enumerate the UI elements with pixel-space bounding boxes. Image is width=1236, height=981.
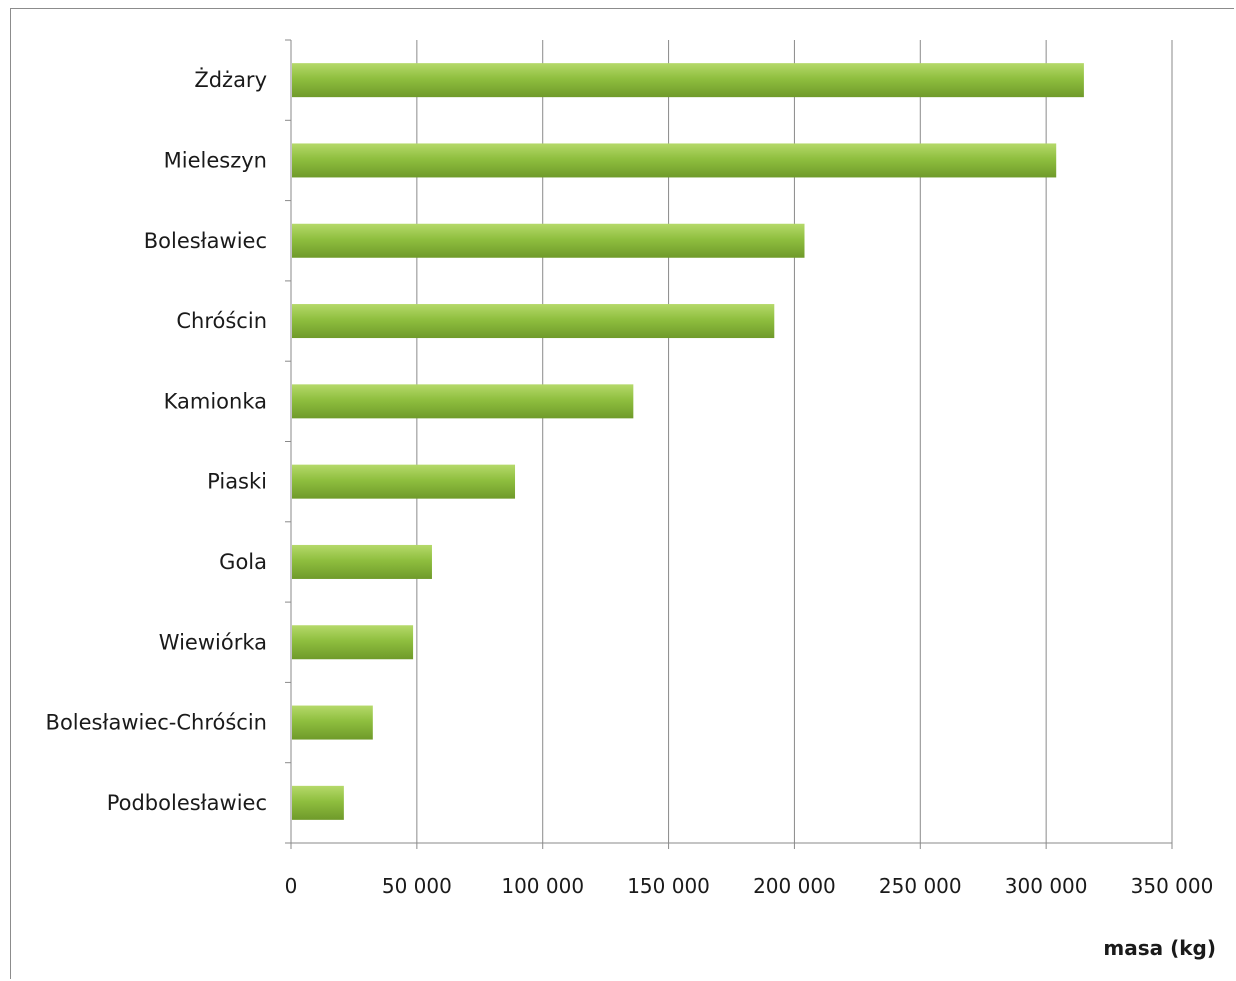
category-label: Gola: [219, 550, 267, 574]
bar: [292, 63, 1084, 98]
bar: [292, 544, 432, 579]
category-label: Podbolesławiec: [107, 791, 267, 815]
bar: [292, 384, 634, 419]
x-tick-labels: 0 50 000 100 000 150 000 200 000 250 000 300 0…: [285, 874, 1214, 898]
bar: [292, 223, 805, 258]
category-label: Kamionka: [164, 389, 267, 413]
category-label: Piaski: [207, 470, 267, 494]
x-axis-title: masa (kg): [1103, 936, 1216, 960]
category-labels: Żdżary Mieleszyn Bolesławiec Chróścin Kamion…: [46, 67, 267, 815]
x-tick-label: 300 000: [1005, 874, 1088, 898]
x-tick-label: 200 000: [753, 874, 836, 898]
x-tick-label: 350 000: [1131, 874, 1214, 898]
category-label: Bolesławiec-Chróścin: [46, 711, 267, 735]
category-label: Chróścin: [176, 309, 267, 333]
x-tick-label: 100 000: [501, 874, 584, 898]
bar: [292, 304, 775, 339]
x-tick-label: 250 000: [879, 874, 962, 898]
bars: [292, 63, 1084, 820]
axes: [285, 39, 1173, 849]
bar: [292, 625, 414, 660]
category-label: Mieleszyn: [164, 148, 267, 172]
x-tick-label: 0: [285, 874, 298, 898]
category-label: Wiewiórka: [159, 630, 267, 654]
category-label: Żdżary: [194, 67, 267, 92]
bar: [292, 705, 373, 740]
x-tick-label: 150 000: [627, 874, 710, 898]
bar: [292, 143, 1057, 178]
category-label: Bolesławiec: [144, 229, 267, 253]
bar: [292, 464, 516, 499]
x-tick-label: 50 000: [382, 874, 452, 898]
bar: [292, 785, 344, 820]
